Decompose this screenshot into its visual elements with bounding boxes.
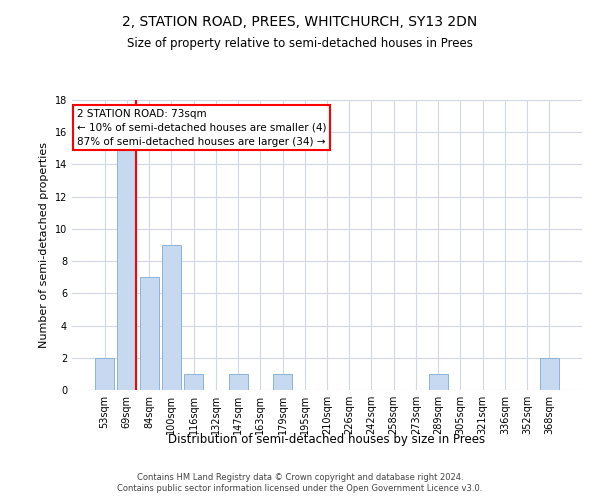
Bar <box>95 358 114 390</box>
Bar <box>140 277 158 390</box>
Bar <box>229 374 248 390</box>
Text: 2 STATION ROAD: 73sqm
← 10% of semi-detached houses are smaller (4)
87% of semi-: 2 STATION ROAD: 73sqm ← 10% of semi-deta… <box>77 108 326 146</box>
Text: Distribution of semi-detached houses by size in Prees: Distribution of semi-detached houses by … <box>169 432 485 446</box>
Y-axis label: Number of semi-detached properties: Number of semi-detached properties <box>39 142 49 348</box>
Text: Contains HM Land Registry data © Crown copyright and database right 2024.: Contains HM Land Registry data © Crown c… <box>137 472 463 482</box>
Bar <box>162 245 181 390</box>
Bar <box>429 374 448 390</box>
Bar <box>540 358 559 390</box>
Text: Size of property relative to semi-detached houses in Prees: Size of property relative to semi-detach… <box>127 38 473 51</box>
Text: Contains public sector information licensed under the Open Government Licence v3: Contains public sector information licen… <box>118 484 482 493</box>
Text: 2, STATION ROAD, PREES, WHITCHURCH, SY13 2DN: 2, STATION ROAD, PREES, WHITCHURCH, SY13… <box>122 15 478 29</box>
Bar <box>118 132 136 390</box>
Bar <box>273 374 292 390</box>
Bar <box>184 374 203 390</box>
